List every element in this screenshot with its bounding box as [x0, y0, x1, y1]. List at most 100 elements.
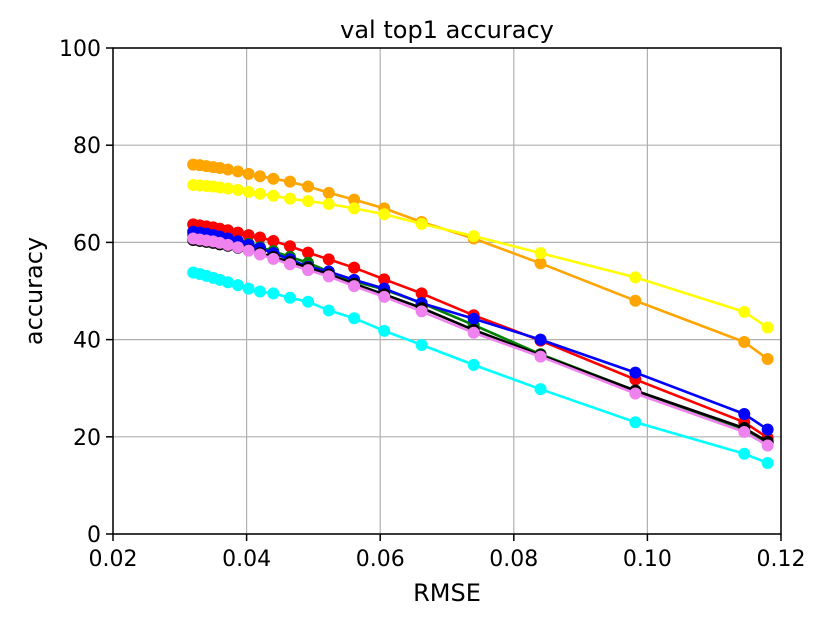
x-tick-label: 0.12: [757, 547, 806, 572]
y-tick-label: 0: [87, 523, 101, 548]
series-line: [193, 233, 769, 444]
data-point: [302, 246, 315, 259]
series-layer: [187, 158, 774, 470]
data-point: [284, 175, 297, 188]
x-axis-title: RMSE: [413, 579, 481, 607]
data-point: [629, 387, 642, 400]
data-point: [302, 195, 315, 208]
data-point: [534, 247, 547, 260]
data-point: [322, 304, 335, 317]
x-tick-label: 0.02: [89, 547, 138, 572]
data-point: [221, 276, 234, 289]
data-point: [253, 170, 266, 183]
data-point: [267, 287, 280, 300]
data-point: [253, 285, 266, 298]
data-point: [231, 279, 244, 292]
data-point: [415, 287, 428, 300]
data-point: [302, 180, 315, 193]
data-point: [534, 350, 547, 363]
data-point: [242, 244, 255, 257]
data-point: [534, 383, 547, 396]
data-point: [415, 217, 428, 230]
data-point: [415, 305, 428, 318]
data-point: [415, 338, 428, 351]
data-point: [348, 261, 361, 274]
data-point: [221, 163, 234, 176]
data-point: [761, 423, 774, 436]
data-point: [284, 240, 297, 253]
data-point: [629, 366, 642, 379]
data-point: [253, 248, 266, 261]
data-point: [302, 264, 315, 277]
data-point: [348, 193, 361, 206]
series-2: [187, 179, 774, 334]
y-tick-label: 60: [73, 231, 101, 256]
data-point: [253, 231, 266, 244]
data-point: [231, 165, 244, 178]
data-point: [738, 447, 751, 460]
data-point: [738, 336, 751, 349]
data-point: [284, 291, 297, 304]
data-point: [378, 208, 391, 221]
data-point: [253, 187, 266, 200]
data-point: [761, 353, 774, 366]
data-point: [629, 271, 642, 284]
chart-title: val top1 accuracy: [340, 16, 554, 44]
data-point: [761, 439, 774, 452]
data-point: [267, 252, 280, 265]
data-point: [761, 321, 774, 334]
data-point: [467, 358, 480, 371]
series-7: [187, 232, 774, 452]
x-tick-label: 0.06: [356, 547, 405, 572]
data-point: [738, 305, 751, 318]
data-point: [322, 198, 335, 211]
series-6: [187, 233, 774, 448]
data-point: [761, 457, 774, 470]
data-point: [467, 326, 480, 339]
data-point: [267, 189, 280, 202]
data-point: [231, 241, 244, 254]
data-point: [738, 407, 751, 420]
data-point: [629, 294, 642, 307]
y-tick-label: 40: [73, 329, 101, 354]
data-point: [348, 202, 361, 215]
axis-ticks: 0.02 0.04 0.06 0.08 0.10 0.12 0 20 40 60 80 100: [59, 37, 805, 572]
y-axis-title: accuracy: [20, 237, 48, 345]
data-point: [242, 185, 255, 198]
data-point: [267, 234, 280, 247]
data-point: [322, 186, 335, 199]
data-point: [284, 258, 297, 271]
data-point: [348, 312, 361, 325]
series-line: [193, 238, 769, 443]
series-8: [187, 266, 774, 470]
data-point: [242, 167, 255, 180]
data-point: [348, 280, 361, 293]
y-tick-label: 20: [73, 426, 101, 451]
plot-frame: [112, 47, 782, 535]
data-point: [322, 270, 335, 283]
data-point: [378, 273, 391, 286]
series-line: [192, 271, 769, 465]
x-tick-label: 0.04: [222, 547, 271, 572]
x-tick-label: 0.10: [623, 547, 672, 572]
data-point: [629, 416, 642, 429]
data-point: [322, 253, 335, 266]
data-point: [231, 226, 244, 239]
data-point: [267, 172, 280, 185]
data-point: [378, 324, 391, 337]
data-point: [467, 312, 480, 325]
data-point: [302, 295, 315, 308]
data-point: [738, 425, 751, 438]
data-point: [534, 257, 547, 270]
data-point: [242, 229, 255, 242]
data-point: [242, 282, 255, 295]
data-point: [284, 192, 297, 205]
data-point: [221, 238, 234, 251]
data-point: [221, 182, 234, 195]
data-point: [467, 230, 480, 243]
y-tick-label: 80: [73, 134, 101, 159]
data-point: [231, 183, 244, 196]
y-tick-label: 100: [59, 37, 101, 62]
x-tick-label: 0.08: [489, 547, 538, 572]
